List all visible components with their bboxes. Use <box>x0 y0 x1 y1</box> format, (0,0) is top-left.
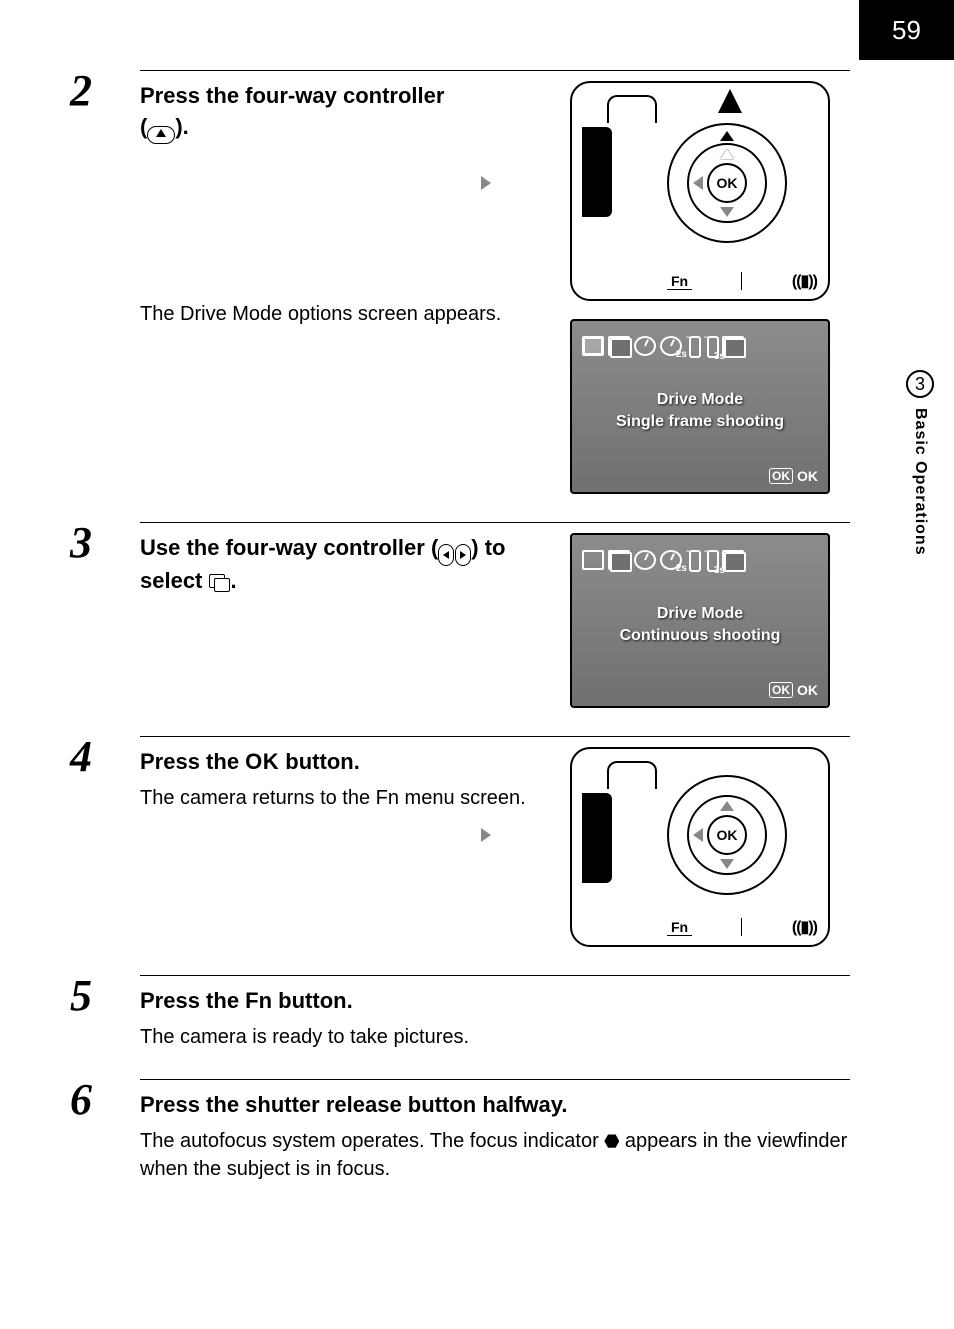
divider <box>140 736 850 737</box>
fn-label: Fn <box>667 919 692 936</box>
ok-button-icon: OK <box>707 815 747 855</box>
up-arrow-icon <box>718 89 742 113</box>
dpad: OK <box>667 775 787 895</box>
divider <box>140 70 850 71</box>
single-frame-icon <box>582 550 604 570</box>
dpad: OK <box>667 123 787 243</box>
ok-box-icon: OK <box>769 682 793 698</box>
lcd-screen-single: 2s 3s Drive Mode Single frame shooting O… <box>570 319 830 494</box>
controller-diagram: OK Fn ((▮)) <box>570 747 830 947</box>
bracket-icon <box>722 336 744 356</box>
focus-indicator-icon <box>604 1134 619 1149</box>
step-5: 5 Press the Fn button. The camera is rea… <box>70 975 850 1051</box>
fn-label: Fn <box>667 273 692 290</box>
step-heading: Press the Fn button. <box>140 986 850 1017</box>
controller-tab <box>607 761 657 789</box>
divider <box>140 522 850 523</box>
bracket-icon <box>722 550 744 570</box>
step-body: The Drive Mode options screen appears. <box>140 300 550 328</box>
step-number: 5 <box>70 970 92 1021</box>
divider <box>140 1079 850 1080</box>
continuous-glyph-icon <box>209 574 231 590</box>
drive-mode-icons: 2s 3s <box>582 545 818 575</box>
ok-word: OK <box>245 749 279 774</box>
remote-icon <box>686 550 700 570</box>
dpad-up-fill <box>720 131 734 141</box>
chapter-title: Basic Operations <box>911 408 929 556</box>
controller-edge <box>582 127 612 217</box>
step-heading: Press the shutter release button halfway… <box>140 1090 850 1121</box>
dpad-down-icon <box>720 859 734 869</box>
step-6: 6 Press the shutter release button halfw… <box>70 1079 850 1183</box>
chapter-number-circle: 3 <box>906 370 934 398</box>
selftimer-icon <box>634 550 656 570</box>
ok-confirm: OK OK <box>769 682 818 698</box>
remote-3s-icon: 3s <box>704 336 718 356</box>
controller-tab <box>607 95 657 123</box>
up-controller-icon <box>147 126 175 144</box>
step-number: 2 <box>70 65 92 116</box>
chapter-number: 3 <box>915 374 925 395</box>
shake-icon: ((▮)) <box>792 271 817 291</box>
fn-row: Fn ((▮)) <box>667 271 817 291</box>
ok-box-icon: OK <box>769 468 793 484</box>
side-tab: 3 Basic Operations <box>906 370 934 556</box>
selftimer-2s-icon: 2s <box>660 550 682 570</box>
screen-text: Drive Mode Continuous shooting <box>582 603 818 646</box>
remote-3s-icon: 3s <box>704 550 718 570</box>
separator <box>741 272 742 290</box>
dpad-up-icon <box>720 801 734 811</box>
continuous-icon <box>608 550 630 570</box>
step-number: 6 <box>70 1074 92 1125</box>
step-4: 4 Press the OK button. The camera return… <box>70 736 850 947</box>
remote-icon <box>686 336 700 356</box>
step-number: 4 <box>70 731 92 782</box>
dpad-up-outline <box>720 148 734 158</box>
selftimer-2s-icon: 2s <box>660 336 682 356</box>
step-number: 3 <box>70 517 92 568</box>
step-3: 3 Use the four-way controller () to sele… <box>70 522 850 708</box>
shake-icon: ((▮)) <box>792 917 817 937</box>
step-body: The autofocus system operates. The focus… <box>140 1127 850 1183</box>
page-number-box: 59 <box>859 0 954 60</box>
separator <box>741 918 742 936</box>
ok-confirm: OK OK <box>769 468 818 484</box>
dpad-down-icon <box>720 207 734 217</box>
ok-button-icon: OK <box>707 163 747 203</box>
fn-word: Fn <box>245 988 272 1013</box>
step-heading: Press the four-way controller (). <box>140 81 550 144</box>
continuous-icon <box>608 336 630 356</box>
step-body: The camera returns to the Fn menu screen… <box>140 784 550 812</box>
screen-text: Drive Mode Single frame shooting <box>582 389 818 432</box>
step-body: The camera is ready to take pictures. <box>140 1023 850 1051</box>
single-frame-icon <box>582 336 604 356</box>
controller-diagram: OK Fn ((▮)) <box>570 81 830 301</box>
fn-row: Fn ((▮)) <box>667 917 817 937</box>
left-right-controller-icon <box>438 544 471 566</box>
step-heading: Use the four-way controller () to select… <box>140 533 550 597</box>
page-number: 59 <box>892 15 921 46</box>
step-2: 2 Press the four-way controller (). The … <box>70 70 850 494</box>
divider <box>140 975 850 976</box>
drive-mode-icons: 2s 3s <box>582 331 818 361</box>
step-heading: Press the OK button. <box>140 747 550 778</box>
selftimer-icon <box>634 336 656 356</box>
lcd-screen-continuous: 2s 3s Drive Mode Continuous shooting OK … <box>570 533 830 708</box>
page-content: 2 Press the four-way controller (). The … <box>70 70 850 1211</box>
